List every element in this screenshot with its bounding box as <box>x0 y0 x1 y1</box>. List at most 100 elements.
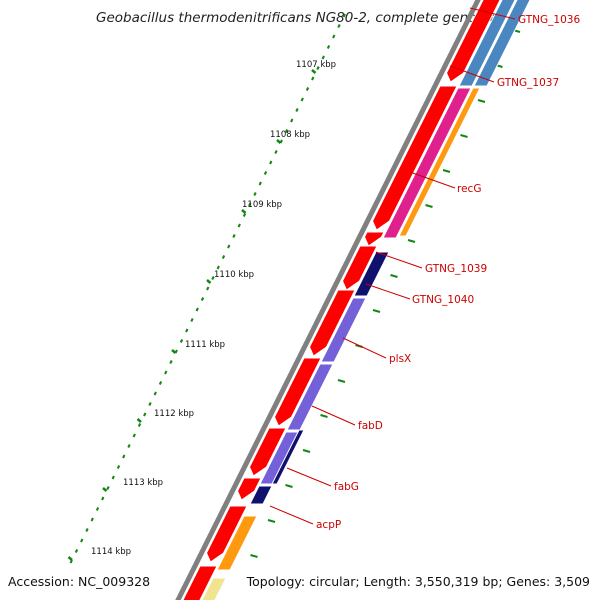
ruler-label: 1112 kbp <box>154 409 194 419</box>
ruler-dot <box>253 192 257 196</box>
leader-line <box>286 467 332 487</box>
ruler-label: 1107 kbp <box>296 60 336 70</box>
leader-line <box>365 283 411 300</box>
ruler-dot <box>295 108 299 112</box>
gene-arrow <box>248 427 287 477</box>
ruler-dot <box>263 171 268 175</box>
gene-arrow <box>363 231 385 247</box>
ruler-label: 1113 kbp <box>123 478 163 488</box>
inner-tick <box>302 449 311 453</box>
ruler-dot <box>337 24 341 28</box>
ruler-dot <box>74 549 79 553</box>
inner-tick <box>407 239 416 243</box>
ruler-dot <box>122 454 126 459</box>
cog-feature <box>353 251 390 297</box>
gene-features <box>182 0 501 600</box>
ruler-dot <box>216 265 220 270</box>
ruler-dot <box>158 381 163 385</box>
inner-tick <box>460 134 468 138</box>
ruler-dot <box>326 45 331 49</box>
inner-tick <box>285 484 293 488</box>
ruler-dot <box>95 507 100 511</box>
accession-label: Accession: NC_009328 <box>8 574 151 589</box>
cog-feature <box>216 515 258 571</box>
ruler-label: 1108 kbp <box>270 130 310 140</box>
gene-label-gtng-1040[interactable]: GTNG_1040 <box>412 294 474 306</box>
ruler-major-tick <box>171 349 177 354</box>
ruler-dot <box>137 423 142 427</box>
ruler-dot <box>316 66 320 70</box>
gene-arrow <box>445 0 501 83</box>
gene-arrow <box>205 505 248 563</box>
ruler-dot <box>300 97 304 102</box>
genome-summary: Topology: circular; Length: 3,550,319 bp… <box>246 574 590 589</box>
ruler-dot <box>190 318 194 322</box>
gene-label-gtng-1036[interactable]: GTNG_1036 <box>518 14 580 26</box>
ruler-dot <box>311 76 315 81</box>
gene-label-acpp[interactable]: acpP <box>316 519 341 531</box>
gene-arrow <box>182 565 218 600</box>
gene-label-fabg[interactable]: fabG <box>334 481 359 493</box>
inner-tick <box>390 274 398 278</box>
gene-arrow <box>308 289 356 357</box>
cog-feature <box>249 485 273 505</box>
gene-label-gtng-1039[interactable]: GTNG_1039 <box>425 263 487 275</box>
map-title: Geobacillus thermodenitrificans NG80-2, … <box>96 10 498 26</box>
backbone-ring <box>175 0 481 600</box>
ruler-dot <box>242 213 247 217</box>
gene-label-fabd[interactable]: fabD <box>358 420 383 432</box>
gene-arrow <box>273 357 322 427</box>
leader-line <box>342 337 387 359</box>
label-leaders <box>269 7 516 525</box>
cog-feature <box>458 0 516 87</box>
ruler-dot <box>132 433 136 438</box>
ruler-dot <box>85 528 89 532</box>
leader-line <box>409 171 456 189</box>
ruler-dot <box>143 412 147 417</box>
cog-feature <box>320 297 367 363</box>
ruler-dot <box>269 160 273 165</box>
gene-label-gtng-1037[interactable]: GTNG_1037 <box>497 77 559 89</box>
gene-label-recg[interactable]: recG <box>457 183 481 195</box>
cog-feature <box>473 0 531 87</box>
gene-arrow <box>371 85 458 231</box>
ruler-label: 1114 kbp <box>91 547 131 557</box>
ruler-label: 1110 kbp <box>214 270 254 280</box>
ruler-major-tick <box>102 487 108 492</box>
gene-arrow <box>341 245 378 291</box>
ruler-dot <box>69 559 73 564</box>
ruler-dot <box>111 475 115 480</box>
leader-line <box>311 405 356 426</box>
ruler-dot <box>342 13 346 18</box>
inner-tick <box>442 169 451 173</box>
ruler-dot <box>321 55 325 60</box>
ruler-dot <box>169 360 173 364</box>
cog-features <box>201 0 531 600</box>
gene-label-plsx[interactable]: plsX <box>389 353 411 365</box>
ruler-label: 1109 kbp <box>242 200 282 210</box>
ruler-label: 1111 kbp <box>185 340 225 350</box>
ruler-major-tick <box>67 556 73 561</box>
leader-line <box>269 505 314 525</box>
ruler-dot <box>200 297 205 301</box>
ruler-major-tick <box>276 139 282 144</box>
ruler-dot <box>305 87 310 91</box>
ruler-dot <box>227 244 231 249</box>
ruler-dot <box>164 370 168 375</box>
ruler-dot <box>206 286 210 291</box>
cog-feature <box>398 87 481 237</box>
ruler-major-tick <box>136 418 142 423</box>
ruler-dot <box>284 129 289 133</box>
ruler-dot <box>106 486 110 490</box>
ruler-dot <box>258 181 262 186</box>
inner-tick <box>425 204 433 208</box>
ruler-dot <box>116 465 121 469</box>
leader-line <box>375 251 423 269</box>
ruler-dot <box>332 34 336 39</box>
ruler-dot <box>237 223 241 228</box>
ruler-major-tick <box>206 279 212 284</box>
ruler-dot <box>127 444 131 448</box>
leader-line <box>469 7 516 20</box>
ruler-dot <box>195 307 199 312</box>
ruler-major-tick <box>241 209 247 214</box>
